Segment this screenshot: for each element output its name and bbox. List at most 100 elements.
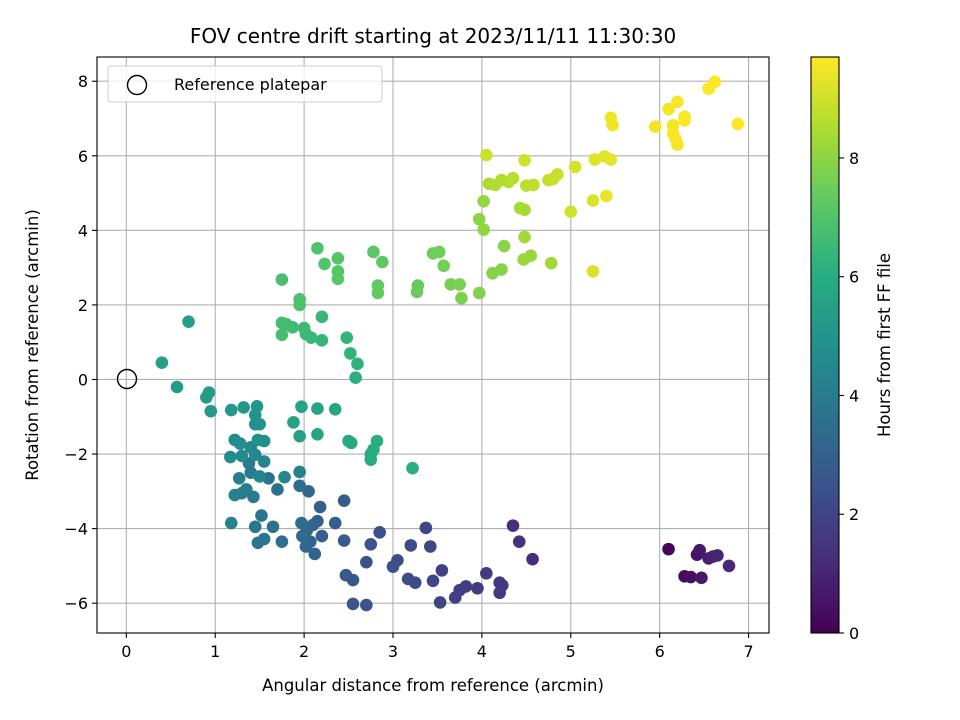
data-point [296, 529, 309, 543]
data-point [711, 549, 724, 562]
data-point [448, 591, 462, 604]
data-point [386, 560, 400, 573]
data-point [401, 572, 415, 586]
data-point [376, 255, 389, 269]
data-point [551, 168, 564, 181]
data-point [671, 95, 684, 109]
data-point [444, 278, 458, 291]
data-point [299, 540, 313, 553]
data-point [275, 273, 289, 286]
data-point [506, 171, 520, 185]
data-point [518, 153, 531, 167]
y-tick-label: −4 [64, 520, 88, 539]
data-point [495, 263, 508, 276]
data-point [435, 564, 449, 577]
data-point [693, 543, 706, 557]
data-point [253, 470, 266, 483]
data-point [275, 328, 289, 342]
colorbar-tick-label: 6 [849, 268, 859, 287]
data-point [432, 245, 446, 259]
data-point [419, 521, 433, 535]
data-point [344, 347, 357, 360]
data-point [604, 153, 618, 166]
data-point [315, 334, 329, 347]
data-point [564, 205, 578, 219]
data-point [480, 567, 493, 580]
data-point [328, 403, 342, 416]
data-point [360, 555, 373, 569]
y-tick-label: 6 [78, 147, 88, 166]
data-point [182, 315, 195, 328]
data-point [477, 223, 490, 236]
data-point [311, 427, 324, 441]
data-point [232, 471, 246, 485]
data-point [271, 483, 284, 496]
legend-marker-icon [126, 74, 148, 96]
data-point [404, 539, 418, 552]
data-point [331, 272, 345, 286]
colorbar-label: Hours from first FF file [875, 253, 894, 437]
data-point [237, 401, 250, 414]
data-point [295, 400, 308, 414]
y-tick-label: −2 [64, 445, 88, 464]
data-point [606, 118, 619, 132]
colorbar-gradient [810, 56, 840, 634]
data-point [437, 259, 450, 273]
data-point [351, 357, 364, 371]
data-point [586, 194, 600, 207]
data-point [311, 241, 324, 255]
data-point [155, 356, 169, 370]
x-tick-label: 6 [655, 642, 665, 661]
data-point [275, 535, 289, 548]
data-point [251, 536, 265, 550]
reference-platepar-marker [116, 368, 138, 390]
data-point [526, 552, 539, 566]
data-point [315, 529, 329, 543]
data-point [328, 516, 342, 530]
colorbar-tick-label: 2 [849, 505, 859, 524]
data-point [266, 520, 280, 534]
data-point [293, 298, 306, 312]
data-point [313, 500, 327, 514]
data-points [155, 75, 745, 612]
data-point [424, 540, 437, 553]
colorbar-ticks: 0 2 4 6 8 [839, 149, 859, 643]
x-tick-label: 2 [299, 642, 309, 661]
y-tick-label: 0 [78, 370, 88, 389]
data-point [471, 581, 484, 595]
data-point [224, 516, 238, 530]
colorbar-tick-label: 8 [849, 149, 859, 168]
data-point [293, 479, 306, 493]
data-point [480, 148, 493, 162]
data-point [671, 138, 684, 151]
x-tick-label: 5 [566, 642, 576, 661]
data-point [662, 102, 675, 116]
data-point [433, 596, 447, 609]
data-point [544, 256, 558, 270]
data-point [662, 542, 675, 556]
data-point [586, 265, 600, 278]
data-point [337, 534, 351, 547]
colorbar-tick-label: 4 [849, 386, 859, 405]
data-point [224, 450, 237, 464]
data-point [512, 535, 526, 548]
y-axis: −6 −4 −2 0 2 4 6 8 [64, 72, 97, 613]
data-point [311, 402, 324, 415]
y-tick-label: 4 [78, 221, 88, 240]
plot-frame [96, 56, 770, 634]
x-tick-label: 7 [743, 642, 753, 661]
x-tick-label: 4 [477, 642, 487, 661]
legend: Reference platepar [107, 65, 383, 103]
data-point [518, 230, 531, 244]
data-point [370, 434, 384, 448]
data-point [367, 245, 380, 259]
data-point [426, 574, 440, 588]
data-point [235, 449, 249, 463]
data-point [472, 212, 486, 226]
legend-box [107, 65, 383, 103]
data-point [287, 416, 300, 429]
data-point [257, 455, 271, 468]
data-point [340, 331, 354, 345]
data-point [524, 249, 538, 263]
x-tick-label: 3 [388, 642, 398, 661]
